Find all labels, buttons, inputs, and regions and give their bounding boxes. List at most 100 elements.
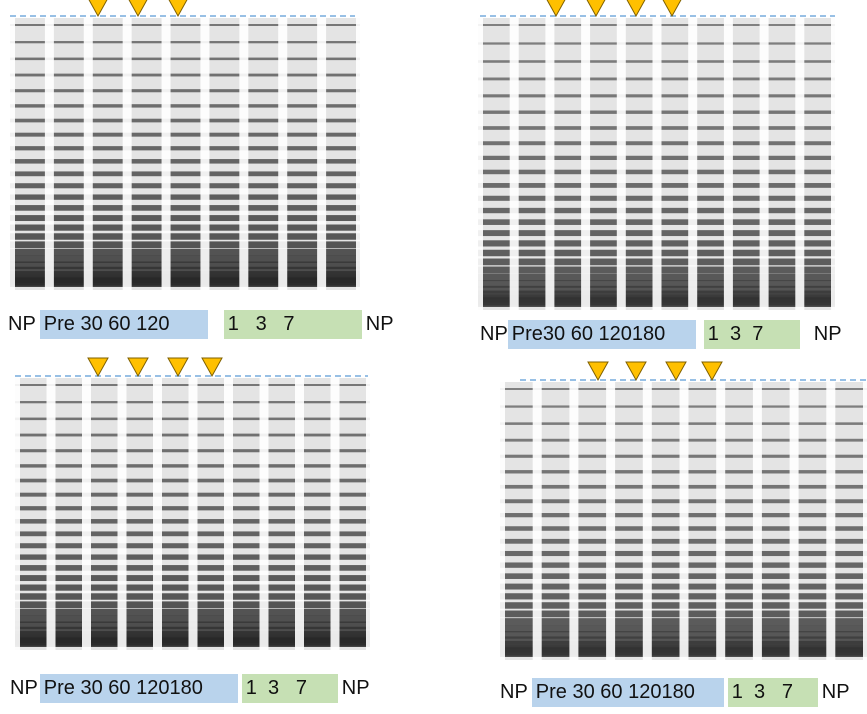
gel-images <box>0 0 867 714</box>
lane-gap <box>581 16 590 312</box>
gel-band <box>10 215 360 221</box>
sample-marker <box>626 0 646 16</box>
gel-band <box>10 194 360 199</box>
lane-gap <box>189 376 198 652</box>
label-box: 1 3 7 <box>728 678 818 707</box>
lane-gap <box>84 16 93 292</box>
gel-band <box>10 205 360 211</box>
lane-gap <box>863 380 867 662</box>
gel-band <box>10 104 360 107</box>
label-box: 1 3 7 <box>242 674 338 703</box>
lane-labels: NP Pre 30 60 120180 1 3 7 NP <box>10 674 370 703</box>
lane-gap <box>47 376 56 652</box>
lane-gap <box>617 16 626 312</box>
label-box: Pre30 60 120180 <box>508 320 696 349</box>
lane-gap <box>510 16 519 312</box>
lane-gap <box>45 16 54 292</box>
lane-gap <box>790 380 799 662</box>
lane-gap <box>224 376 233 652</box>
label: NP <box>342 677 370 700</box>
lane-gap <box>724 16 733 312</box>
sample-marker <box>88 0 108 16</box>
lane-gap <box>278 16 287 292</box>
lane-gap <box>688 16 697 312</box>
lane-labels: NP Pre30 60 120180 1 3 7 NP <box>480 320 842 349</box>
figure: NP Pre 30 60 120 1 3 7 NP NP Pre30 60 12… <box>0 0 867 714</box>
lane-labels: NP Pre 30 60 120180 1 3 7 NP <box>500 678 850 707</box>
label: NP <box>500 681 528 704</box>
lane-gap <box>680 380 689 662</box>
lane-gap <box>200 16 209 292</box>
lane-gap <box>366 376 375 652</box>
gel-band <box>10 146 360 150</box>
lane-gap <box>6 16 15 292</box>
gel-band <box>10 41 360 43</box>
lane-gap <box>795 16 804 312</box>
lane-gap <box>260 376 269 652</box>
sample-marker <box>168 358 188 376</box>
sample-marker <box>662 0 682 16</box>
label: NP <box>480 323 508 346</box>
lane-gap <box>317 16 326 292</box>
gel-band <box>10 278 360 287</box>
gel-band <box>10 58 360 61</box>
lane-gap <box>753 380 762 662</box>
gel-band <box>10 133 360 137</box>
lane-gap <box>162 16 171 292</box>
gel-band <box>10 159 360 164</box>
lane-gap <box>643 380 652 662</box>
lane-gap <box>606 380 615 662</box>
lane-gap <box>496 380 505 662</box>
sample-marker <box>546 0 566 16</box>
gel-band <box>10 225 360 231</box>
sample-marker <box>666 362 686 380</box>
gel-band <box>10 74 360 77</box>
sample-marker <box>88 358 108 376</box>
label-box: Pre 30 60 120180 <box>532 678 724 707</box>
lane-gap <box>716 380 725 662</box>
lane-gap <box>831 16 840 312</box>
label-box: Pre 30 60 120180 <box>40 674 238 703</box>
label: NP <box>822 681 850 704</box>
gel-band <box>10 183 360 188</box>
lane-gap <box>123 16 132 292</box>
sample-marker <box>202 358 222 376</box>
gel-band <box>10 241 360 248</box>
lane-gap <box>545 16 554 312</box>
sample-marker <box>168 0 188 16</box>
lane-gap <box>82 376 91 652</box>
lane-gap <box>569 380 578 662</box>
label: NP <box>8 313 36 336</box>
lane-gap <box>760 16 769 312</box>
lane-gap <box>653 16 662 312</box>
label: NP <box>366 313 394 336</box>
sample-marker <box>702 362 722 380</box>
lane-gap <box>11 376 20 652</box>
lane-gap <box>239 16 248 292</box>
lane-gap <box>356 16 365 292</box>
label: NP <box>814 323 842 346</box>
label-box: 1 3 7 <box>224 310 362 339</box>
gel-band <box>10 119 360 123</box>
gel-band <box>10 89 360 92</box>
gel-band <box>10 249 360 256</box>
gel-band <box>10 171 360 176</box>
lane-gap <box>331 376 340 652</box>
sample-marker <box>626 362 646 380</box>
sample-marker <box>588 362 608 380</box>
lane-gap <box>533 380 542 662</box>
label-box: 1 3 7 <box>704 320 800 349</box>
sample-marker <box>128 358 148 376</box>
sample-marker <box>128 0 148 16</box>
lane-gap <box>474 16 483 312</box>
lane-gap <box>153 376 162 652</box>
lane-gap <box>118 376 127 652</box>
label-box: Pre 30 60 120 <box>40 310 208 339</box>
lane-labels: NP Pre 30 60 120 1 3 7 NP <box>8 310 394 339</box>
label: NP <box>10 677 38 700</box>
sample-marker <box>586 0 606 16</box>
gel-band <box>10 24 360 26</box>
lane-gap <box>826 380 835 662</box>
lane-gap <box>295 376 304 652</box>
gel-band <box>10 233 360 239</box>
